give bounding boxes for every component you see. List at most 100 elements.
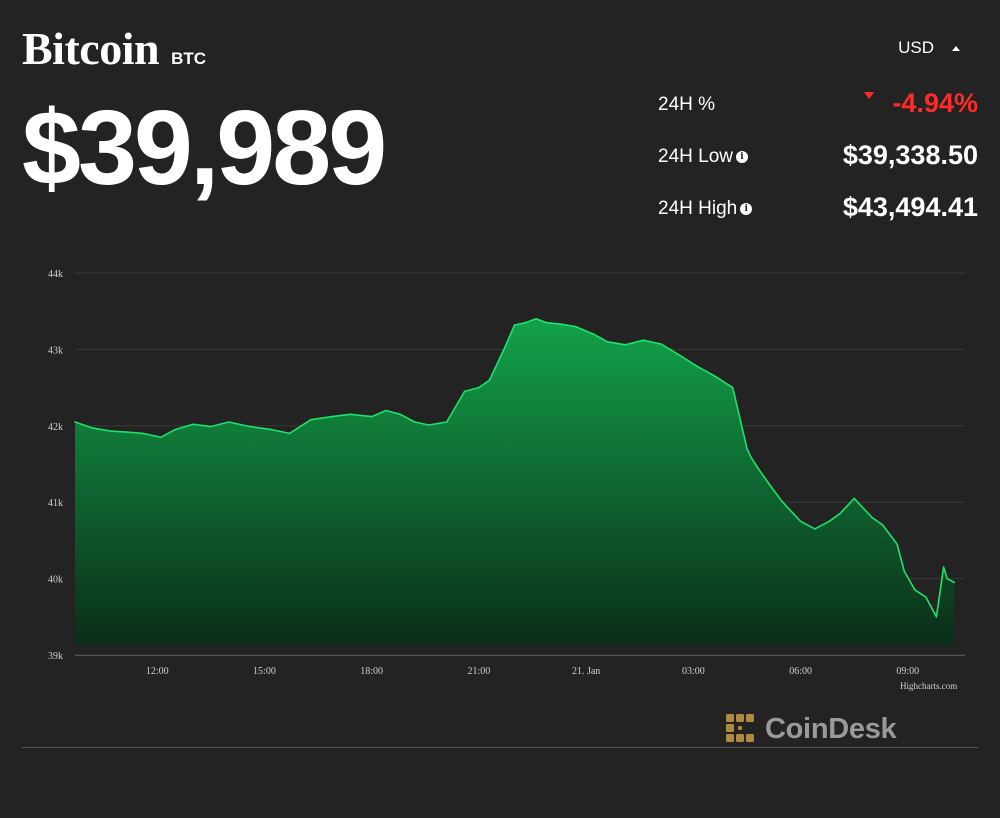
price-point [192,423,194,426]
price-point [399,413,402,416]
price-point [546,321,548,324]
currency-selector[interactable]: USD [898,38,960,58]
price-point [924,596,927,598]
price-point [428,424,430,426]
price-point [310,418,312,421]
coindesk-brand[interactable]: CoinDesk [724,712,897,746]
price-line [74,318,955,618]
price-point [524,321,527,324]
price-chart[interactable]: 44k 43k 42k 41k 40k 39k 12:00 15:00 18:00 21:00 21… [0,255,1000,695]
price-point [370,415,373,418]
price-point [860,505,863,507]
info-icon[interactable]: i [740,203,753,215]
price-point [92,427,94,429]
y-tick-label: 42k [48,422,63,433]
price-point [210,425,212,428]
price-point [503,348,505,351]
price-point [871,516,873,519]
price-area-fill [75,318,955,645]
stat-value-low: $39,338.50 [842,140,978,170]
price-point [731,386,734,389]
x-tick-label: 21. Jan [572,666,600,677]
price-point [814,528,816,530]
price-point [767,482,770,484]
price-point [445,421,448,423]
price-point [624,344,627,346]
price-point [660,343,662,345]
price-point [642,339,645,341]
price-point [174,428,176,431]
stat-row-change: 24H % -4.94% [658,88,978,140]
caret-up-icon [952,45,960,51]
highcharts-credit[interactable]: Highcharts.com [900,681,958,691]
price-point [799,520,802,523]
stat-label-low: 24H Low i [658,146,748,168]
y-tick-label: 43k [48,345,63,356]
price-point [249,425,251,428]
price-point [746,447,748,450]
price-point [160,436,162,439]
price-point [463,390,466,393]
price-point [903,570,905,572]
price-point [681,356,684,358]
price-point [109,430,112,432]
price-point [953,581,956,584]
price-point [227,421,230,423]
x-tick-label: 18:00 [360,666,383,677]
price-point [942,566,945,568]
coin-name: Bitcoin [22,23,160,74]
info-icon[interactable]: i [736,151,748,163]
price-point [935,616,938,618]
stat-row-high: 24H High i $43,494.41 [658,192,978,244]
price-point [756,467,759,469]
y-tick-label: 44k [48,269,63,280]
price-point [714,375,716,377]
coin-title: Bitcoin BTC [22,22,206,75]
price-point [270,428,273,431]
x-tick-label: 12:00 [146,666,169,677]
stat-label-high: 24H High i [658,198,753,220]
down-arrow-icon [864,92,874,99]
price-point [839,512,841,515]
price-point [288,432,291,435]
price-point [914,589,916,591]
price-point [142,432,144,435]
price-point [749,455,752,458]
price-point [574,325,577,328]
coindesk-logo-icon [726,714,754,742]
price-point [781,501,784,503]
stat-value-high: $43,494.41 [842,192,978,222]
price-point [828,520,830,523]
y-tick-label: 40k [48,575,63,586]
price-point [592,333,595,335]
price-point [696,365,698,367]
price-point [349,413,352,416]
stat-label-change: 24H % [658,94,716,115]
brand-name: CoinDesk [765,712,897,745]
price-point [896,543,898,545]
price-point [882,524,884,526]
x-tick-label: 03:00 [682,666,705,677]
price-point [331,415,334,418]
stats-panel: 24H % -4.94% 24H Low i $39,338.50 24H Hig… [658,88,978,244]
price-point [535,318,537,320]
price-point [513,324,516,326]
stat-value-change: -4.94% [892,88,978,118]
price-point [124,431,126,433]
price-point [946,577,948,580]
price-point [853,497,855,500]
price-point [413,421,416,423]
current-price: $39,989 [22,89,387,207]
x-tick-label: 09:00 [896,666,919,677]
y-tick-label: 41k [48,498,63,509]
price-point [560,323,562,325]
price-point [385,409,387,412]
price-point [74,421,76,423]
price-point [606,341,609,343]
stat-row-low: 24H Low i $39,338.50 [658,140,978,192]
y-tick-label: 39k [48,651,63,662]
x-tick-label: 15:00 [253,666,276,677]
coin-ticker: BTC [171,49,207,68]
price-point [488,379,491,381]
x-tick-label: 21:00 [468,666,491,677]
